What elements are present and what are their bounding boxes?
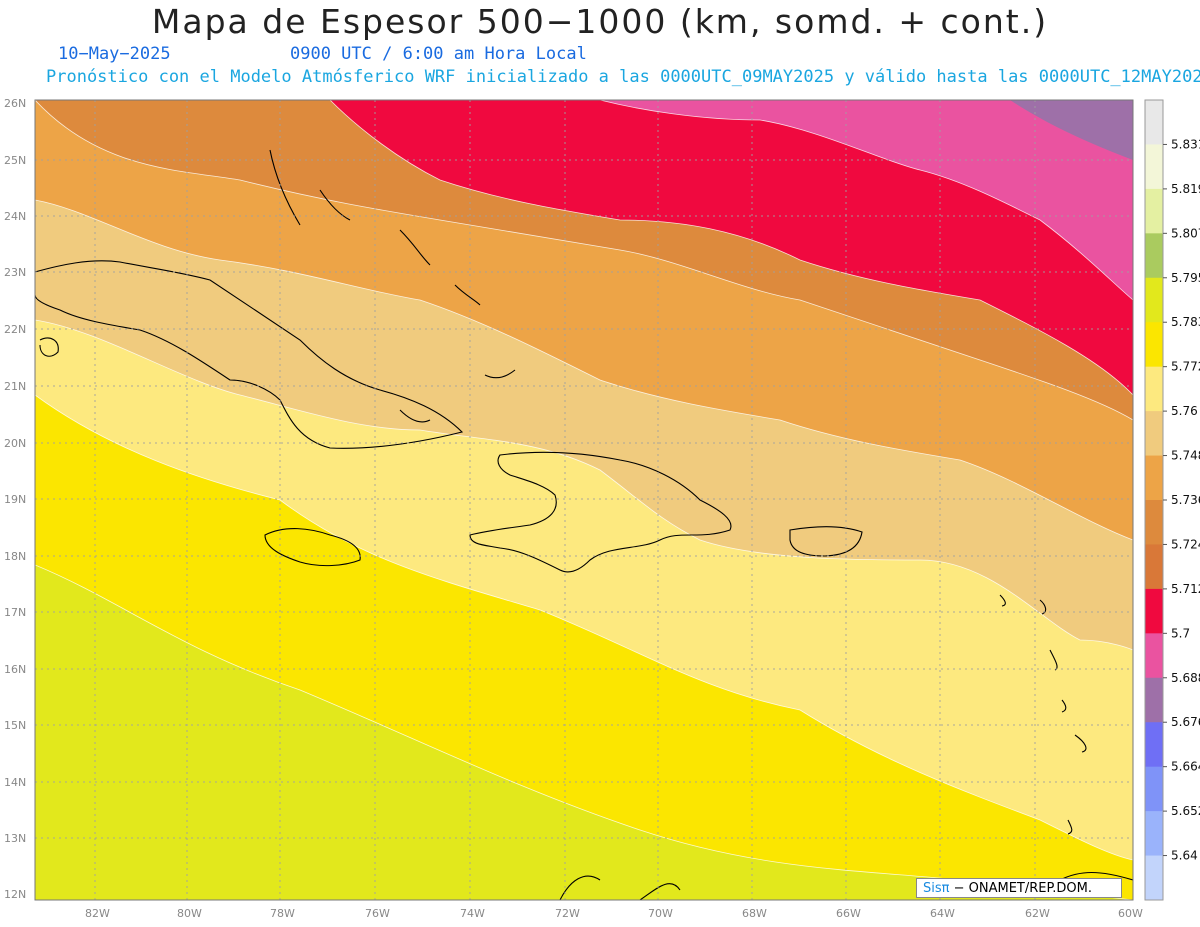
lon-label: 82W [85, 907, 110, 920]
lon-label: 70W [648, 907, 673, 920]
lat-label: 14N [4, 776, 26, 789]
colorbar-swatch [1145, 588, 1163, 634]
lat-label: 26N [4, 97, 26, 110]
colorbar-swatch [1145, 766, 1163, 812]
colorbar-label: 5.795 [1171, 271, 1200, 285]
colorbar-label: 5.807 [1171, 226, 1200, 240]
credit-text: − ONAMET/REP.DOM. [949, 881, 1093, 896]
colorbar-label: 5.724 [1171, 537, 1200, 551]
colorbar-label: 5.64 [1171, 849, 1198, 863]
map-title: Mapa de Espesor 500−1000 (km, somd. + co… [151, 2, 1049, 41]
lon-label: 72W [555, 907, 580, 920]
colorbar-label: 5.688 [1171, 671, 1200, 685]
thickness-contour-fill [35, 100, 1133, 900]
lat-label: 15N [4, 719, 26, 732]
colorbar-label: 5.676 [1171, 715, 1200, 729]
colorbar-label: 5.736 [1171, 493, 1200, 507]
map-frame [34, 99, 1134, 901]
lon-label: 62W [1025, 907, 1050, 920]
forecast-note: Pronóstico con el Modelo Atmósferico WRF… [46, 67, 1200, 87]
lon-label: 80W [177, 907, 202, 920]
lat-label: 20N [4, 437, 26, 450]
lat-label: 24N [4, 210, 26, 223]
colorbar-label: 5.7 [1171, 626, 1190, 640]
coastlines [35, 149, 1133, 900]
colorbar-label: 5.772 [1171, 360, 1200, 374]
colorbar: 5.831 5.819 5.807 5.795 5.783 5.772 5.76 5.748 5… [1144, 99, 1200, 901]
colorbar-swatch [1145, 633, 1163, 679]
colorbar-swatch [1145, 188, 1163, 234]
sispi-logo: Sisπ [923, 881, 950, 896]
lat-label: 25N [4, 154, 26, 167]
lat-label: 23N [4, 266, 26, 279]
lat-label: 13N [4, 832, 26, 845]
longitude-axis: 82W 80W 78W 76W 74W 72W 70W 68W 66W 64W … [85, 907, 1143, 920]
lat-label: 16N [4, 663, 26, 676]
graticule [35, 100, 1133, 900]
lon-label: 64W [930, 907, 955, 920]
colorbar-swatch [1145, 233, 1163, 279]
colorbar-swatch [1145, 366, 1163, 412]
lat-label: 21N [4, 380, 26, 393]
colorbar-swatch [1145, 544, 1163, 590]
colorbar-label: 5.831 [1171, 137, 1200, 151]
colorbar-swatch [1145, 322, 1163, 368]
lon-label: 68W [742, 907, 767, 920]
colorbar-swatch [1145, 500, 1163, 545]
colorbar-swatch [1145, 100, 1163, 145]
lat-label: 12N [4, 888, 26, 901]
lon-label: 76W [365, 907, 390, 920]
forecast-time: 0900 UTC / 6:00 am Hora Local [290, 44, 587, 64]
colorbar-swatch [1145, 144, 1163, 190]
colorbar-label: 5.783 [1171, 315, 1200, 329]
lat-label: 18N [4, 550, 26, 563]
lon-label: 78W [270, 907, 295, 920]
colorbar-label: 5.748 [1171, 449, 1200, 463]
colorbar-label: 5.712 [1171, 582, 1200, 596]
colorbar-swatch [1145, 455, 1163, 501]
colorbar-swatch [1145, 677, 1163, 723]
forecast-date: 10−May−2025 [58, 44, 171, 64]
lon-label: 60W [1118, 907, 1143, 920]
colorbar-label: 5.76 [1171, 404, 1198, 418]
lon-label: 74W [460, 907, 485, 920]
credit-box: Sisπ − ONAMET/REP.DOM. [916, 878, 1122, 898]
colorbar-swatch [1145, 277, 1163, 323]
lon-label: 66W [836, 907, 861, 920]
lat-label: 17N [4, 606, 26, 619]
colorbar-swatch [1145, 722, 1163, 768]
colorbar-swatch [1145, 855, 1163, 901]
colorbar-label: 5.819 [1171, 182, 1200, 196]
colorbar-swatch [1145, 411, 1163, 457]
colorbar-swatch [1145, 811, 1163, 857]
latitude-axis: 26N 25N 24N 23N 22N 21N 20N 19N 18N 17N … [4, 97, 26, 901]
colorbar-label: 5.664 [1171, 760, 1200, 774]
colorbar-label: 5.652 [1171, 804, 1200, 818]
lat-label: 22N [4, 323, 26, 336]
lat-label: 19N [4, 493, 26, 506]
